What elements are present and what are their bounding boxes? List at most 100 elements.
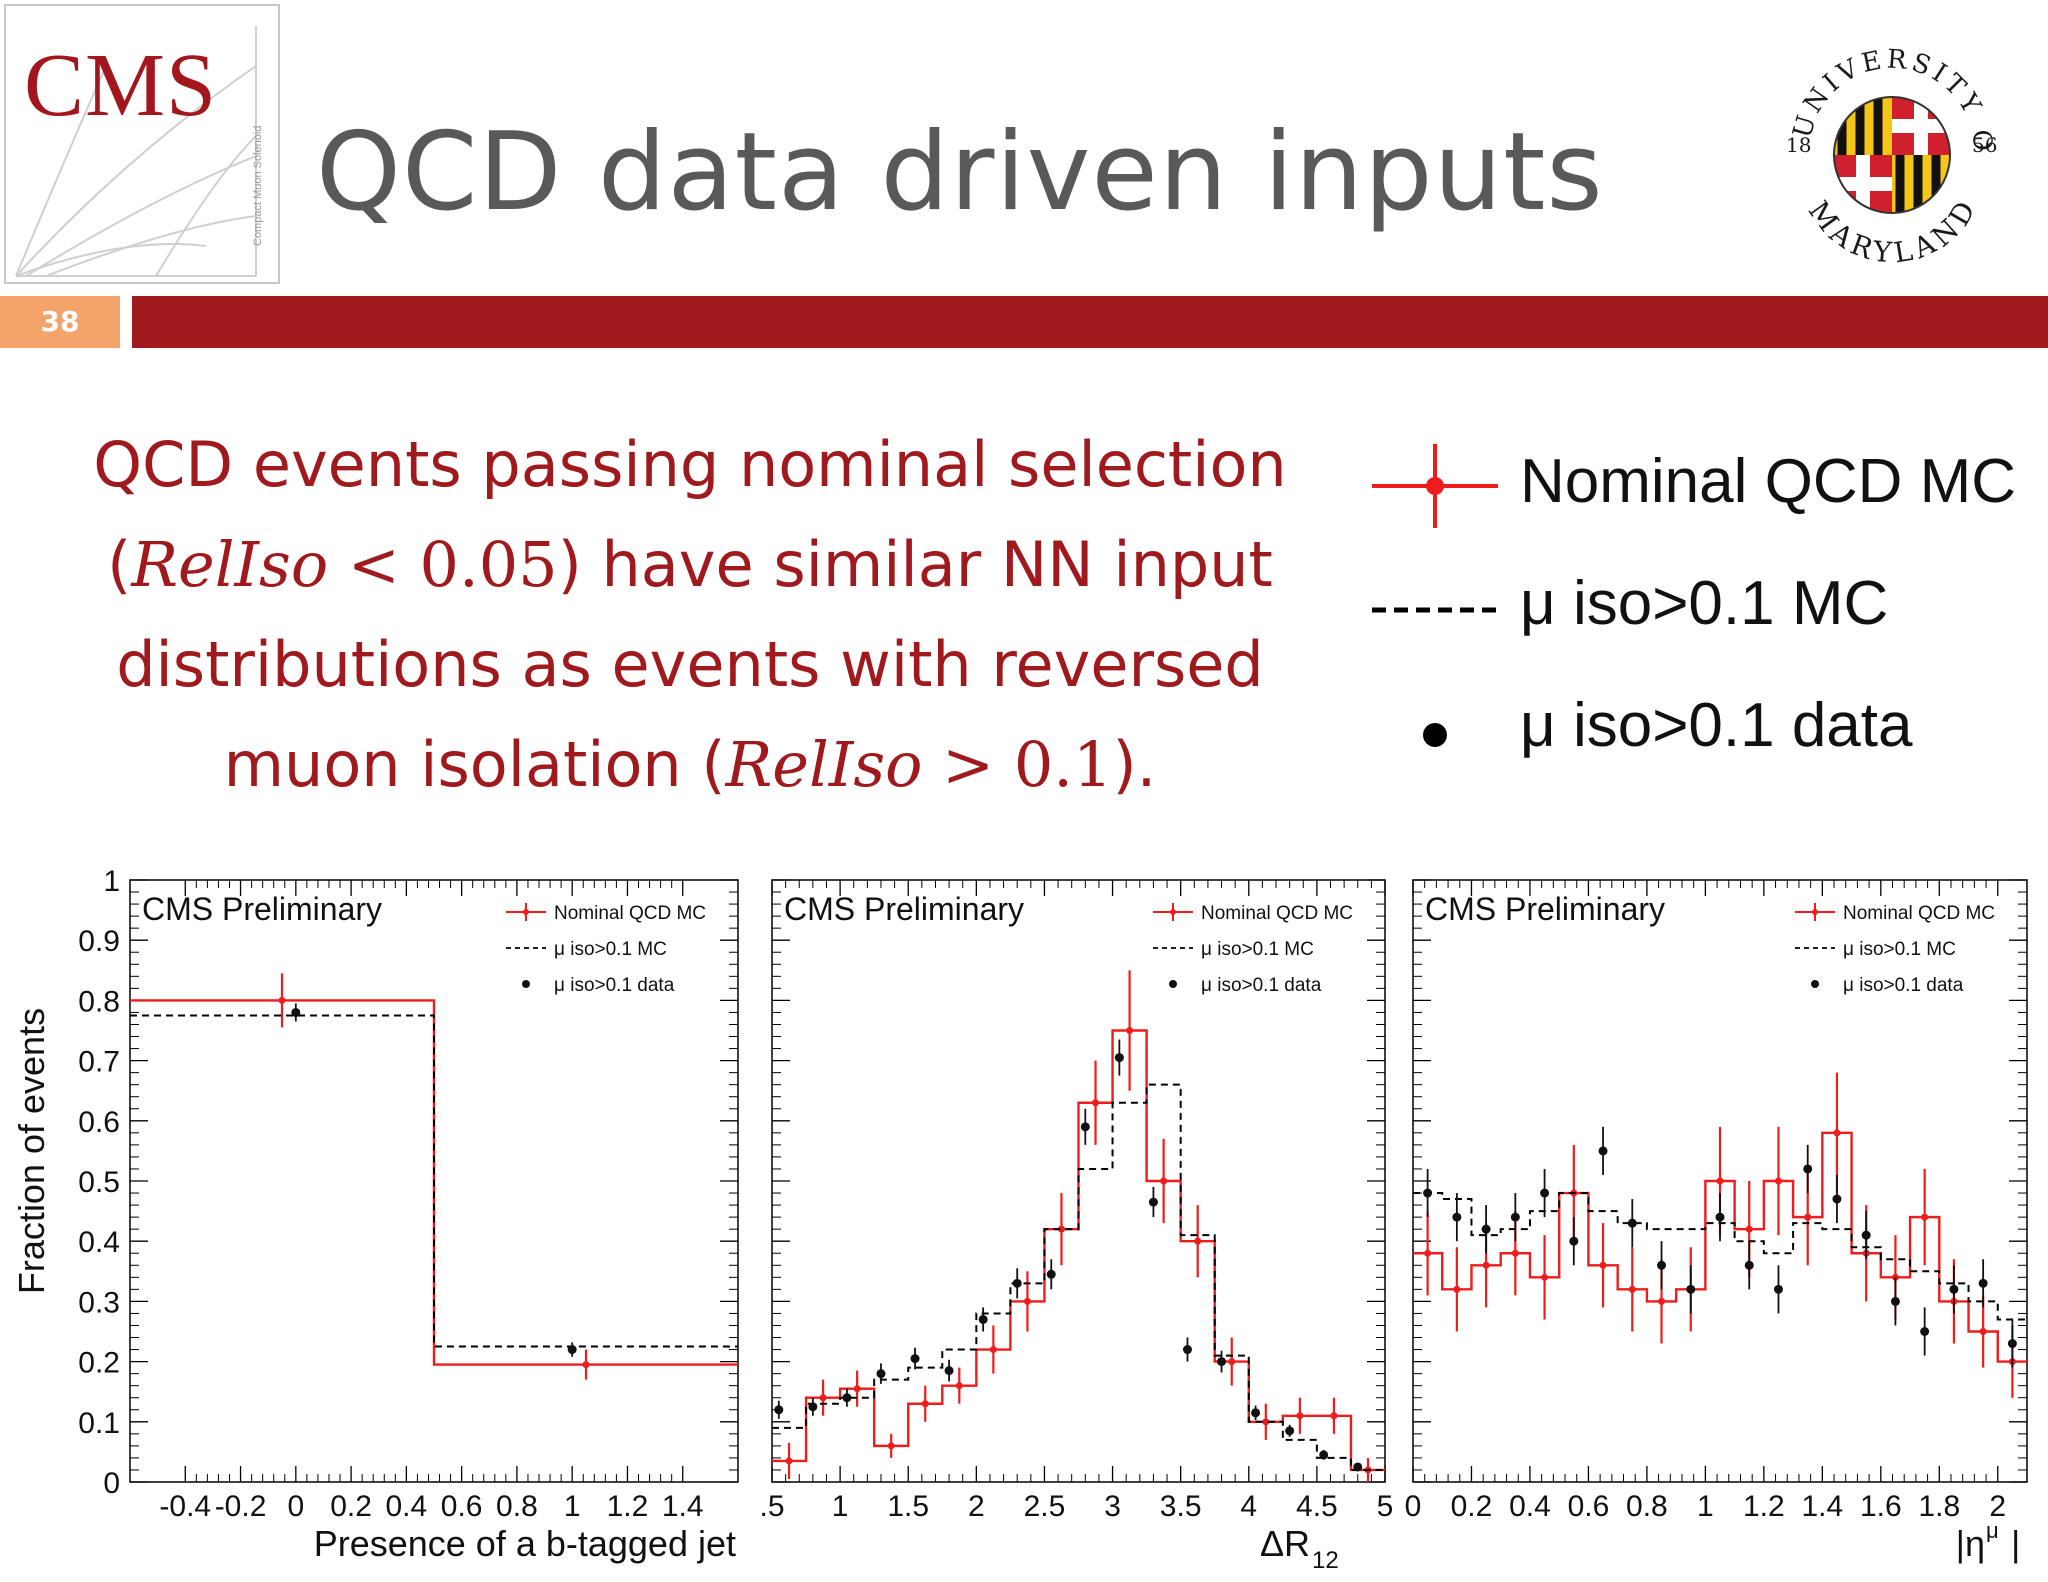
data-point [1217, 1357, 1227, 1367]
seal-year-left: 18 [1786, 133, 1811, 157]
legend-label-iso-data: μ iso>0.1 data [1520, 691, 1913, 760]
mini-legend-dot [1169, 980, 1177, 988]
chart-title: CMS Preliminary [1425, 891, 1665, 927]
slide-number: 38 [0, 296, 120, 348]
legend-label-iso-mc: μ iso>0.1 MC [1520, 569, 1889, 638]
nominal-mc-point [989, 1346, 997, 1354]
nominal-mc-point [1057, 1225, 1065, 1233]
page-title: QCD data driven inputs [316, 110, 1604, 235]
nominal-mc-point [1716, 1177, 1724, 1185]
nominal-mc-point [1599, 1261, 1607, 1269]
x-tick-label: 4.5 [1296, 1490, 1338, 1523]
data-point [1978, 1278, 1988, 1288]
nominal-mc-point [1160, 1177, 1168, 1185]
data-point [1510, 1212, 1520, 1222]
nominal-mc-point [278, 996, 286, 1004]
data-point [1452, 1212, 1462, 1222]
y-tick-label: 0.8 [78, 985, 120, 1018]
data-point [1046, 1269, 1056, 1279]
x-tick-label: 5 [1377, 1490, 1394, 1523]
x-tick-label: 1.2 [1743, 1490, 1785, 1523]
x-tick-label: 1 [832, 1490, 849, 1523]
statement-line-4: muon isolation (RelIso > 0.1). [223, 728, 1157, 801]
x-tick-label: 0.4 [1509, 1490, 1551, 1523]
x-axis-label-end: | [2011, 1523, 2020, 1564]
x-tick-label: 0.6 [441, 1490, 483, 1523]
data-point [1890, 1296, 1900, 1306]
x-tick-label: 0.4 [386, 1490, 428, 1523]
mini-legend-label: μ iso>0.1 data [554, 975, 675, 996]
data-point [1114, 1053, 1124, 1063]
x-tick-label: 2 [1989, 1490, 2006, 1523]
data-point [1803, 1164, 1813, 1174]
data-point [1832, 1194, 1842, 1204]
mini-legend-label: Nominal QCD MC [1843, 903, 1995, 924]
data-point [1715, 1212, 1725, 1222]
x-tick-label: 2.5 [1024, 1490, 1066, 1523]
x-axis-label-superscript: μ [1986, 1518, 1999, 1543]
nominal-mc-point [1194, 1237, 1202, 1245]
x-tick-label: 0.2 [330, 1490, 372, 1523]
mini-legend-red-dot [1170, 909, 1176, 915]
legend-label-nominal-mc: Nominal QCD MC [1520, 447, 2017, 516]
mini-legend-label: Nominal QCD MC [554, 903, 706, 924]
x-tick-label: 4 [1240, 1490, 1257, 1523]
nominal-mc-point [1541, 1273, 1549, 1281]
y-tick-label: 0.3 [78, 1286, 120, 1319]
iso-mc-histogram [772, 1083, 1385, 1471]
nominal-mc-point [1424, 1249, 1432, 1257]
data-point [1540, 1188, 1550, 1198]
nominal-mc-point [785, 1457, 793, 1465]
mini-legend-label: μ iso>0.1 data [1201, 975, 1322, 996]
data-point [808, 1402, 818, 1412]
y-tick-label: 0.2 [78, 1347, 120, 1380]
data-point [1569, 1236, 1579, 1246]
x-tick-label: 1 [564, 1490, 581, 1523]
chart-panel-1: -0.4 -0.2 0 0.2 0.4 0.6 0.8 1 1.2 1.4 0 0.1 0.2 0.3 0.… [11, 865, 739, 1564]
mini-legend-red-dot [1812, 909, 1818, 915]
cms-logo: CMS Compact Muon Solenoid [4, 4, 280, 284]
mini-legend-label: μ iso>0.1 data [1843, 975, 1964, 996]
y-tick-label: 1 [103, 865, 120, 898]
chart-title: CMS Preliminary [784, 891, 1024, 927]
nominal-mc-point [1921, 1213, 1929, 1221]
header-accent-bar [132, 296, 2048, 348]
data-point [1949, 1284, 1959, 1294]
iso-mc-histogram [1413, 1192, 2027, 1321]
nominal-mc-point [1774, 1177, 1782, 1185]
statement-text: QCD events passing nominal selection (Re… [20, 415, 1360, 815]
data-point [1861, 1230, 1871, 1240]
nominal-mc-point [1511, 1249, 1519, 1257]
y-tick-label: 0.5 [78, 1166, 120, 1199]
mini-legend-label: μ iso>0.1 MC [554, 939, 667, 960]
data-point [1285, 1426, 1295, 1436]
mini-legend-label: μ iso>0.1 MC [1201, 939, 1314, 960]
x-tick-label: 1.4 [1801, 1490, 1843, 1523]
nominal-mc-point [582, 1361, 590, 1369]
x-tick-label: 2 [968, 1490, 985, 1523]
legend-iso-data-marker [1423, 723, 1447, 747]
data-point [842, 1393, 852, 1403]
nominal-mc-point [1833, 1129, 1841, 1137]
x-tick-label: 1.5 [887, 1490, 929, 1523]
statement-line-3: distributions as events with reversed [116, 628, 1264, 701]
data-point [978, 1314, 988, 1324]
mini-legend-dot [1811, 980, 1819, 988]
data-point [1148, 1197, 1158, 1207]
data-point [910, 1354, 920, 1364]
x-axis-label: ΔR [1260, 1523, 1310, 1564]
nominal-mc-point [1482, 1261, 1490, 1269]
nominal-mc-point [1628, 1285, 1636, 1293]
nominal-mc-point [1092, 1099, 1100, 1107]
nominal-mc-point [1453, 1285, 1461, 1293]
nominal-mc-point [1262, 1418, 1270, 1426]
x-tick-label: -0.4 [159, 1490, 211, 1523]
x-tick-label: 1.8 [1918, 1490, 1960, 1523]
y-tick-label: 0.9 [78, 925, 120, 958]
data-point [1353, 1462, 1363, 1472]
data-point [1251, 1408, 1261, 1418]
nominal-mc-point [1658, 1297, 1666, 1305]
x-tick-label: 0.6 [1568, 1490, 1610, 1523]
legend-nominal-mc-marker [1372, 444, 1498, 528]
data-point [291, 1007, 301, 1017]
